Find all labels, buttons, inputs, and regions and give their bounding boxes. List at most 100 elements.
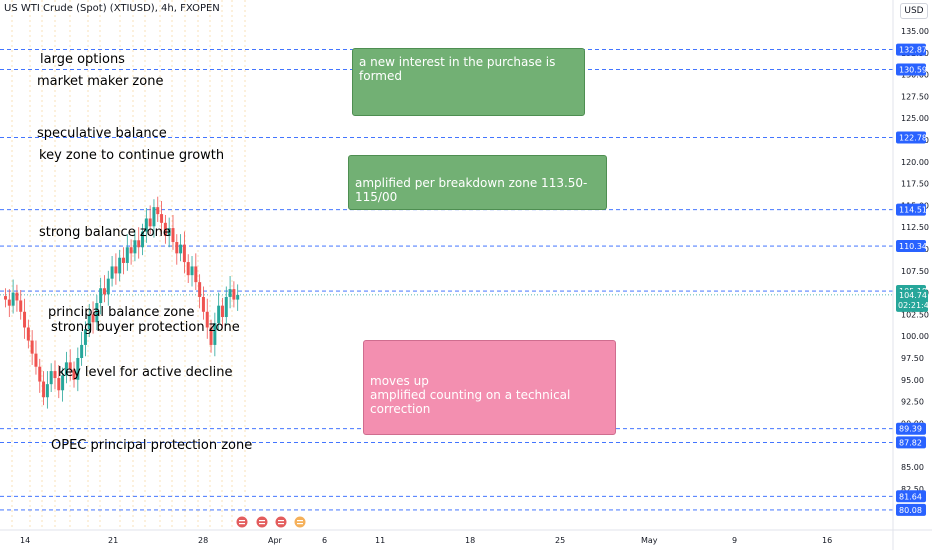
countdown-label: 02:21:41 [898, 301, 932, 310]
level-price-tag [896, 240, 926, 253]
candle-body [114, 266, 118, 274]
candle-body [175, 242, 179, 254]
candle-body [213, 323, 217, 345]
zone-label-principal-balance: principal balance zone [48, 305, 195, 320]
zone-label-speculative: speculative balance [37, 126, 167, 141]
note-purchase-text: a new interest in the purchase is formed [359, 55, 556, 83]
candle-body [220, 305, 224, 318]
candle-body [99, 288, 103, 304]
time-tick-label: 25 [555, 536, 565, 545]
last-price-tag [896, 289, 928, 312]
note-technical-correction[interactable]: moves up amplified counting on a technic… [363, 340, 616, 435]
candle-body [190, 266, 194, 276]
time-tick-label: 14 [20, 536, 30, 545]
zone-label-opec: OPEC principal protection zone [51, 438, 253, 453]
candle-body [201, 296, 205, 312]
last-price-label: 104.74 [899, 291, 927, 300]
price-tick-label: 100.00 [901, 332, 929, 341]
flag-stripe [278, 520, 284, 522]
price-tick-label: 127.50 [901, 92, 929, 101]
level-price-tag [896, 131, 926, 144]
level-price-tag [896, 63, 926, 76]
candle-body [110, 266, 114, 279]
zone-label-key-level: key level for active decline [58, 365, 233, 380]
price-tick-label: 107.50 [901, 267, 929, 276]
price-tick-label: 85.00 [901, 463, 924, 472]
flag-stripe [259, 523, 265, 525]
level-price-tag-label: 89.39 [899, 425, 922, 434]
candle-body [137, 240, 141, 248]
candle-body [42, 381, 46, 398]
candle-body [232, 289, 236, 300]
candle-body [122, 257, 125, 263]
candle-body [11, 292, 15, 306]
candle-body [182, 244, 186, 263]
level-price-tag [896, 503, 926, 516]
price-tick-label: 82.50 [901, 485, 924, 494]
flag-stripe [297, 520, 303, 522]
price-tick-label: 120.00 [901, 158, 929, 167]
symbol-title[interactable]: US WTI Crude (Spot) (XTIUSD), 4h, FXOPEN [4, 3, 220, 14]
candle-body [133, 240, 137, 254]
candle-body [198, 282, 202, 297]
price-tick-label: 112.50 [901, 223, 929, 232]
candle-body [236, 294, 240, 300]
flag-stripe [278, 523, 284, 525]
candle-body [23, 311, 27, 328]
candle-body [95, 303, 99, 323]
time-tick-label: 18 [465, 536, 475, 545]
time-tick-label: 16 [822, 536, 832, 545]
candle-body [64, 362, 68, 376]
candle-body [209, 327, 213, 345]
candle-body [148, 218, 152, 227]
us-flag-icon[interactable] [255, 515, 269, 529]
us-flag-icon[interactable] [274, 515, 288, 529]
candle-body [171, 228, 175, 243]
note-amplified-breakdown[interactable]: amplified per breakdown zone 113.50-115/… [348, 155, 607, 210]
level-price-tag-label: 122.78 [899, 134, 927, 143]
time-axis[interactable]: 14 21 28 Apr 6 11 18 25 May 9 16 [0, 529, 932, 545]
candle-body [152, 207, 156, 227]
candle-body [217, 305, 221, 324]
currency-button[interactable]: USD [900, 3, 928, 19]
time-tick-label: Apr [268, 536, 283, 545]
candle-body [45, 384, 49, 398]
candle-body [80, 344, 84, 358]
candle-body [144, 218, 148, 232]
us-flag-icon[interactable] [293, 515, 307, 529]
flag-stripe [259, 520, 265, 522]
candle-body [91, 314, 95, 323]
candle-body [68, 362, 72, 370]
zone-label-strong-balance: strong balance zone [39, 225, 171, 240]
zone-label-key-zone: key zone to continue growth [39, 148, 225, 163]
economic-events-layer[interactable] [235, 515, 307, 529]
candle-body [106, 278, 110, 295]
candle-body [53, 371, 57, 379]
us-flag-icon[interactable] [235, 515, 249, 529]
level-price-tag-label: 80.08 [899, 506, 922, 515]
level-price-tag [896, 43, 926, 56]
level-price-tag-label: 132.87 [899, 46, 927, 55]
note-amplified-text: amplified per breakdown zone 113.50-115/… [355, 176, 588, 204]
candle-body [76, 358, 80, 380]
candle-body [160, 214, 164, 223]
level-price-tag [896, 422, 926, 435]
candle-body [186, 262, 190, 276]
level-price-tag-label: 87.82 [899, 438, 922, 447]
candle-body [26, 327, 30, 341]
candle-body [129, 247, 133, 254]
level-price-tag-label: 110.34 [899, 242, 927, 251]
candle-body [156, 207, 160, 215]
note-purchase-interest[interactable]: a new interest in the purchase is formed [352, 48, 585, 116]
flag-stripe [239, 520, 245, 522]
price-tick-label: 92.50 [901, 398, 924, 407]
candle-body [57, 378, 61, 391]
candle-body [83, 329, 87, 345]
event-lines-layer [11, 0, 246, 530]
candle-body [30, 340, 34, 354]
price-axis[interactable]: 135.00132.50130.00127.50125.00122.50120.… [892, 0, 929, 550]
candle-body [228, 289, 232, 297]
time-tick-label: 28 [198, 536, 208, 545]
note-correction-text: amplified counting on a technical correc… [370, 388, 571, 416]
